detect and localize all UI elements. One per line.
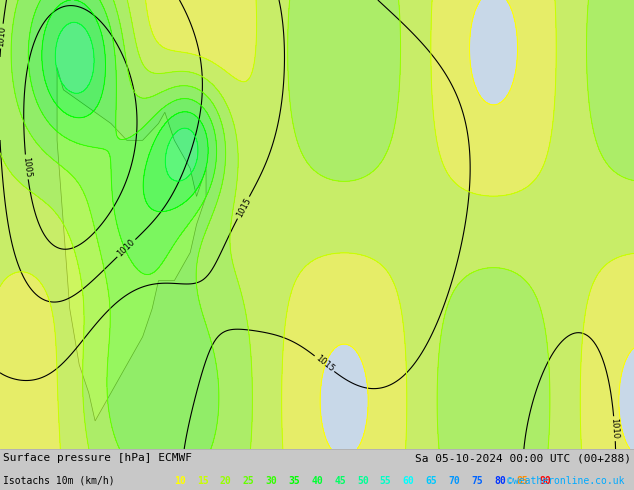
Text: 35: 35 [288, 476, 301, 486]
Text: 1010: 1010 [0, 25, 7, 47]
Text: 15: 15 [197, 476, 209, 486]
Text: 75: 75 [471, 476, 483, 486]
Text: 60: 60 [403, 476, 415, 486]
Text: 70: 70 [448, 476, 460, 486]
Text: 1015: 1015 [313, 354, 335, 374]
Text: 65: 65 [425, 476, 437, 486]
Text: ©weatheronline.co.uk: ©weatheronline.co.uk [507, 476, 624, 486]
Text: 1005: 1005 [21, 156, 32, 178]
Text: 30: 30 [266, 476, 278, 486]
Polygon shape [57, 67, 206, 421]
Text: Sa 05-10-2024 00:00 UTC (00+288): Sa 05-10-2024 00:00 UTC (00+288) [415, 453, 631, 463]
Text: Surface pressure [hPa] ECMWF: Surface pressure [hPa] ECMWF [3, 453, 192, 463]
Text: 40: 40 [311, 476, 323, 486]
Text: 1010: 1010 [609, 418, 620, 440]
Text: 10: 10 [174, 476, 186, 486]
Text: 45: 45 [334, 476, 346, 486]
Text: 85: 85 [517, 476, 529, 486]
Text: 50: 50 [357, 476, 369, 486]
Text: 25: 25 [243, 476, 255, 486]
Text: 80: 80 [494, 476, 506, 486]
Text: 90: 90 [540, 476, 552, 486]
Text: 55: 55 [380, 476, 392, 486]
Text: 1010: 1010 [115, 238, 137, 259]
Text: Isotachs 10m (km/h): Isotachs 10m (km/h) [3, 476, 115, 486]
Text: 20: 20 [220, 476, 232, 486]
Text: 1015: 1015 [235, 196, 252, 219]
